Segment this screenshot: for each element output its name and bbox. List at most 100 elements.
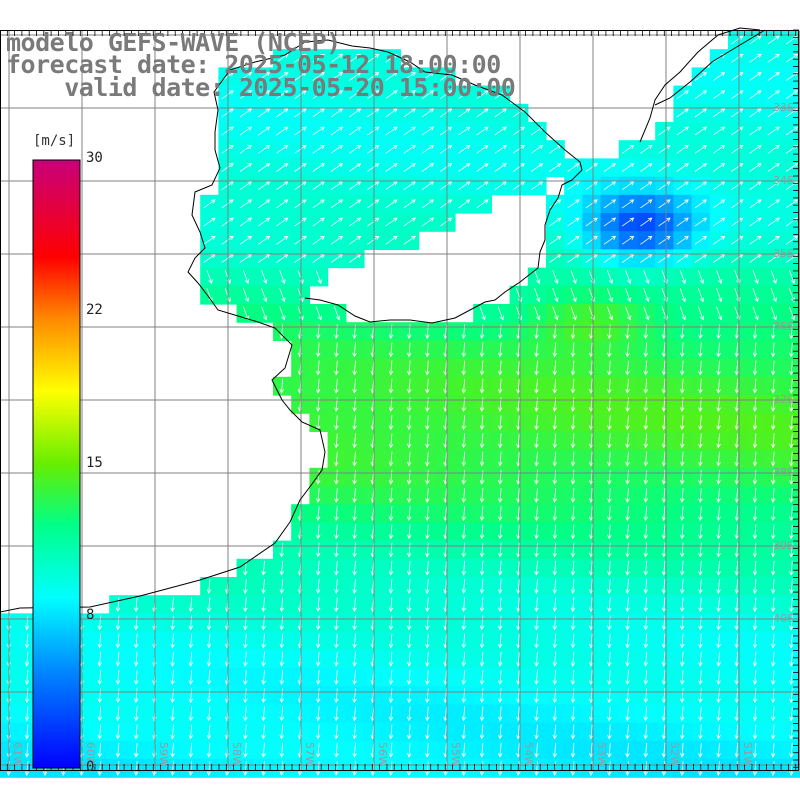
wind-arrow-head	[534, 552, 539, 558]
wind-arrow	[481, 378, 484, 393]
wind-arrow	[603, 181, 616, 191]
wind-arrow	[590, 724, 593, 739]
wind-arrow-head	[320, 163, 325, 168]
wind-arrow	[626, 706, 629, 721]
wind-arrow	[767, 108, 780, 118]
wind-cell	[236, 67, 256, 87]
wind-arrow	[788, 306, 795, 320]
wind-arrow-head	[607, 370, 612, 376]
wind-arrow	[517, 724, 520, 739]
wind-arrow	[463, 761, 466, 776]
wind-arrow-head	[283, 181, 289, 186]
wind-cell	[200, 231, 219, 250]
wind-arrow	[276, 90, 289, 100]
wind-arrow	[699, 506, 702, 521]
wind-arrow	[426, 506, 429, 521]
wind-arrow	[749, 53, 762, 63]
wind-arrow-head	[720, 199, 726, 204]
wind-arrow	[390, 651, 393, 666]
wind-arrow	[294, 163, 307, 172]
wind-arrow-head	[661, 370, 667, 376]
wind-arrow-head	[770, 771, 776, 776]
wind-arrow-head	[793, 199, 799, 204]
wind-arrow	[262, 761, 265, 776]
wind-arrow-head	[738, 53, 744, 59]
wind-arrow	[463, 579, 466, 594]
wind-cell	[546, 231, 565, 250]
wind-arrow	[497, 306, 504, 320]
wind-arrow	[335, 524, 338, 539]
wind-arrow-head	[279, 771, 285, 776]
wind-arrow-head	[406, 534, 412, 540]
wind-arrow	[767, 181, 780, 191]
wind-cell	[436, 213, 456, 232]
wind-arrow-head	[666, 163, 671, 168]
wind-arrow	[712, 72, 725, 81]
wind-arrow	[458, 144, 471, 154]
wind-arrow	[663, 560, 666, 575]
wind-arrow	[736, 433, 739, 448]
wind-cell	[746, 194, 765, 214]
wind-arrow-head	[61, 771, 66, 776]
wind-arrow	[517, 378, 520, 393]
wind-arrow	[444, 761, 447, 776]
wind-arrow-head	[374, 163, 380, 168]
wind-arrow	[772, 688, 775, 703]
wind-cell	[345, 249, 365, 269]
wind-arrow-head	[552, 480, 558, 485]
wind-arrow	[463, 742, 466, 757]
wind-arrow	[244, 651, 247, 666]
wind-arrow	[262, 579, 265, 594]
wind-cell	[345, 194, 365, 214]
colorbar	[32, 159, 81, 769]
wind-arrow	[608, 651, 611, 666]
wind-arrow	[699, 433, 702, 448]
wind-cell	[382, 194, 401, 214]
wind-arrow	[790, 560, 793, 575]
wind-arrow-head	[625, 625, 630, 631]
wind-arrow	[772, 706, 775, 721]
wind-arrow-head	[588, 352, 594, 358]
wind-arrow-head	[643, 698, 649, 704]
wind-arrow-head	[679, 571, 685, 576]
wind-arrow	[421, 72, 434, 81]
wind-arrow	[315, 306, 322, 320]
wind-cell	[200, 249, 219, 269]
wind-cell	[582, 213, 602, 232]
wind-arrow	[444, 488, 447, 503]
wind-arrow	[190, 633, 193, 648]
wind-arrow-head	[752, 716, 758, 722]
wind-arrow	[658, 163, 671, 172]
wind-arrow-head	[152, 753, 157, 758]
wind-arrow-head	[152, 771, 157, 776]
wind-arrow	[694, 126, 707, 136]
wind-arrow	[481, 469, 484, 484]
wind-arrow	[26, 706, 29, 721]
wind-arrow	[476, 90, 489, 100]
wind-arrow-head	[775, 108, 780, 113]
wind-arrow-head	[552, 625, 558, 631]
wind-arrow-head	[461, 461, 467, 467]
wind-arrow-head	[752, 389, 758, 394]
wind-arrow-head	[315, 552, 321, 558]
wind-arrows	[6, 35, 799, 776]
wind-arrow	[790, 615, 793, 630]
wind-arrow-head	[247, 144, 253, 150]
wind-arrow	[699, 670, 702, 685]
wind-arrow	[663, 633, 666, 648]
wind-arrow	[353, 633, 356, 648]
wind-arrow-head	[429, 199, 435, 204]
wind-arrow-head	[497, 389, 503, 394]
wind-arrow-head	[570, 425, 576, 431]
wind-arrow-head	[461, 698, 467, 704]
wind-cell	[473, 176, 492, 196]
wind-arrow-head	[188, 607, 194, 613]
wind-cell	[637, 140, 656, 159]
wind-arrow	[190, 670, 193, 685]
wind-arrow	[257, 144, 270, 154]
wind-arrow-head	[752, 334, 758, 340]
wind-arrow	[317, 506, 320, 521]
wind-arrow-head	[702, 126, 708, 131]
wind-arrow	[736, 360, 739, 375]
wind-arrow	[390, 560, 393, 575]
